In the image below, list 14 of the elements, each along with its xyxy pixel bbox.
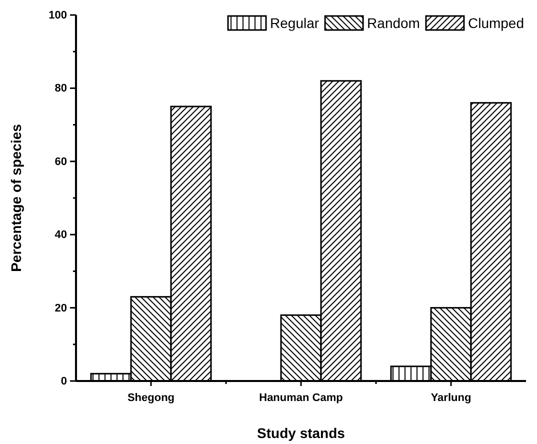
y-tick-label: 0 — [60, 376, 67, 388]
x-axis-title: Study stands — [257, 425, 346, 441]
legend-label: Random — [367, 15, 420, 31]
y-axis-title: Percentage of species — [8, 124, 24, 272]
y-tick-label: 20 — [54, 302, 67, 314]
x-tick-label: Yarlung — [430, 392, 472, 404]
x-tick-label: Shegong — [127, 392, 175, 404]
y-tick-label: 100 — [48, 10, 67, 22]
legend-label: Clumped — [468, 15, 524, 31]
y-tick-label: 60 — [54, 156, 67, 168]
legend-label: Regular — [270, 15, 320, 31]
y-tick-label: 80 — [54, 82, 67, 95]
y-tick-label: 40 — [54, 229, 67, 242]
x-tick-label: Hanuman Camp — [259, 392, 344, 404]
